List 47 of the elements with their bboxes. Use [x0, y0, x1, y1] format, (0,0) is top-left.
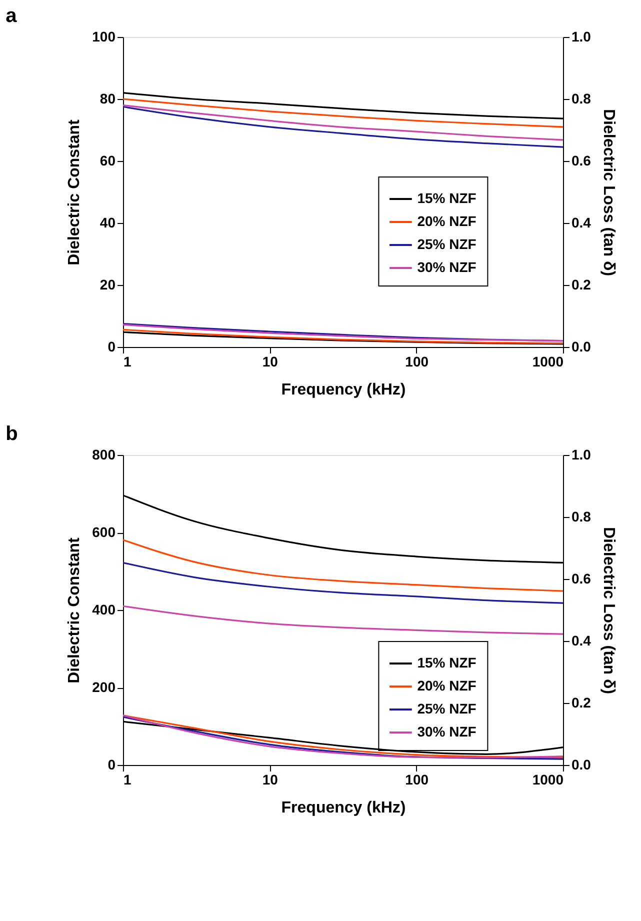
y2-tick-label: 0.0 [572, 756, 592, 772]
y-tick-label: 60 [100, 152, 116, 168]
x-tick-label: 1000 [532, 772, 564, 788]
y-tick-label: 0 [108, 756, 116, 772]
y2-axis-title: Dielectric Loss (tan δ) [600, 526, 617, 694]
x-tick-label: 100 [405, 772, 429, 788]
legend-label: 20% NZF [417, 678, 477, 694]
x-tick-label: 1 [124, 772, 132, 788]
y-axis-title: Dielectric Constant [66, 536, 84, 684]
legend-label: 25% NZF [417, 700, 477, 716]
chart-title: b [6, 423, 18, 445]
y-axis-title: Dielectric Constant [66, 118, 84, 266]
y2-axis-title: Dielectric Loss (tan δ) [600, 108, 617, 276]
y-tick-label: 200 [92, 679, 116, 695]
y2-tick-label: 0.8 [572, 508, 592, 524]
x-tick-label: 100 [405, 354, 429, 370]
legend-label: 30% NZF [417, 724, 477, 740]
y2-tick-label: 0.4 [572, 632, 592, 648]
x-tick-label: 10 [262, 354, 278, 370]
legend-label: 15% NZF [417, 654, 477, 670]
legend-label: 20% NZF [417, 213, 477, 229]
y2-tick-label: 0.6 [572, 570, 592, 586]
y-tick-label: 100 [92, 28, 116, 44]
y2-tick-label: 0.0 [572, 338, 592, 354]
y2-tick-label: 1.0 [572, 28, 592, 44]
y2-tick-label: 0.2 [572, 276, 592, 292]
y2-tick-label: 0.4 [572, 214, 592, 230]
x-axis-title: Frequency (kHz) [281, 800, 406, 816]
y-tick-label: 40 [100, 214, 116, 230]
x-tick-label: 1000 [532, 354, 564, 370]
y-tick-label: 0 [108, 338, 116, 354]
legend-label: 30% NZF [417, 259, 477, 275]
x-tick-label: 1 [124, 354, 132, 370]
legend-label: 25% NZF [417, 236, 477, 252]
chart-title: a [6, 5, 18, 27]
x-axis-title: Frequency (kHz) [281, 382, 406, 398]
y2-tick-label: 1.0 [572, 446, 592, 462]
y-tick-label: 80 [100, 90, 116, 106]
legend-label: 15% NZF [417, 190, 477, 206]
y-tick-label: 400 [92, 602, 116, 618]
y2-tick-label: 0.6 [572, 152, 592, 168]
y2-tick-label: 0.2 [572, 694, 592, 710]
y-tick-label: 20 [100, 276, 116, 292]
y-tick-label: 600 [92, 524, 116, 540]
y-tick-label: 800 [92, 446, 116, 462]
y2-tick-label: 0.8 [572, 90, 592, 106]
x-tick-label: 10 [262, 772, 278, 788]
